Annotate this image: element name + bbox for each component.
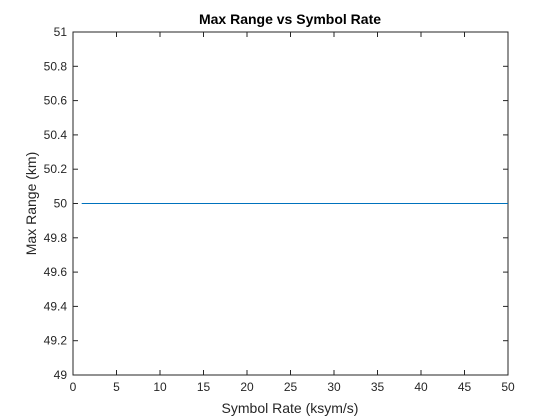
y-axis-title: Max Range (km) — [23, 152, 39, 255]
x-tick-label: 5 — [113, 380, 120, 394]
y-tick-label: 51 — [54, 25, 68, 39]
x-tick-label: 10 — [153, 380, 167, 394]
y-tick-label: 50.8 — [44, 59, 68, 73]
chart-title: Max Range vs Symbol Rate — [199, 11, 381, 27]
y-axis: 49 49.2 49.4 49.6 49.8 50 50.2 50.4 50.6 50.8 51 — [44, 25, 508, 382]
y-tick-label: 49.6 — [44, 265, 68, 279]
x-tick-label: 50 — [501, 380, 515, 394]
x-tick-label: 15 — [197, 380, 211, 394]
y-tick-label: 50.4 — [44, 128, 68, 142]
x-tick-label: 35 — [371, 380, 385, 394]
x-tick-label: 20 — [240, 380, 254, 394]
x-axis: 0 5 10 15 20 25 30 35 40 45 50 — [70, 32, 515, 394]
y-tick-label: 49 — [54, 368, 68, 382]
y-tick-label: 50.2 — [44, 162, 68, 176]
x-tick-label: 45 — [458, 380, 472, 394]
x-tick-label: 40 — [414, 380, 428, 394]
x-axis-title: Symbol Rate (ksym/s) — [222, 400, 359, 416]
y-tick-label: 50.6 — [44, 94, 68, 108]
y-tick-label: 49.8 — [44, 231, 68, 245]
x-tick-label: 30 — [327, 380, 341, 394]
x-tick-label: 0 — [70, 380, 77, 394]
y-tick-label: 49.2 — [44, 334, 68, 348]
x-tick-label: 25 — [284, 380, 298, 394]
y-tick-label: 49.4 — [44, 299, 68, 313]
y-tick-label: 50 — [54, 197, 68, 211]
